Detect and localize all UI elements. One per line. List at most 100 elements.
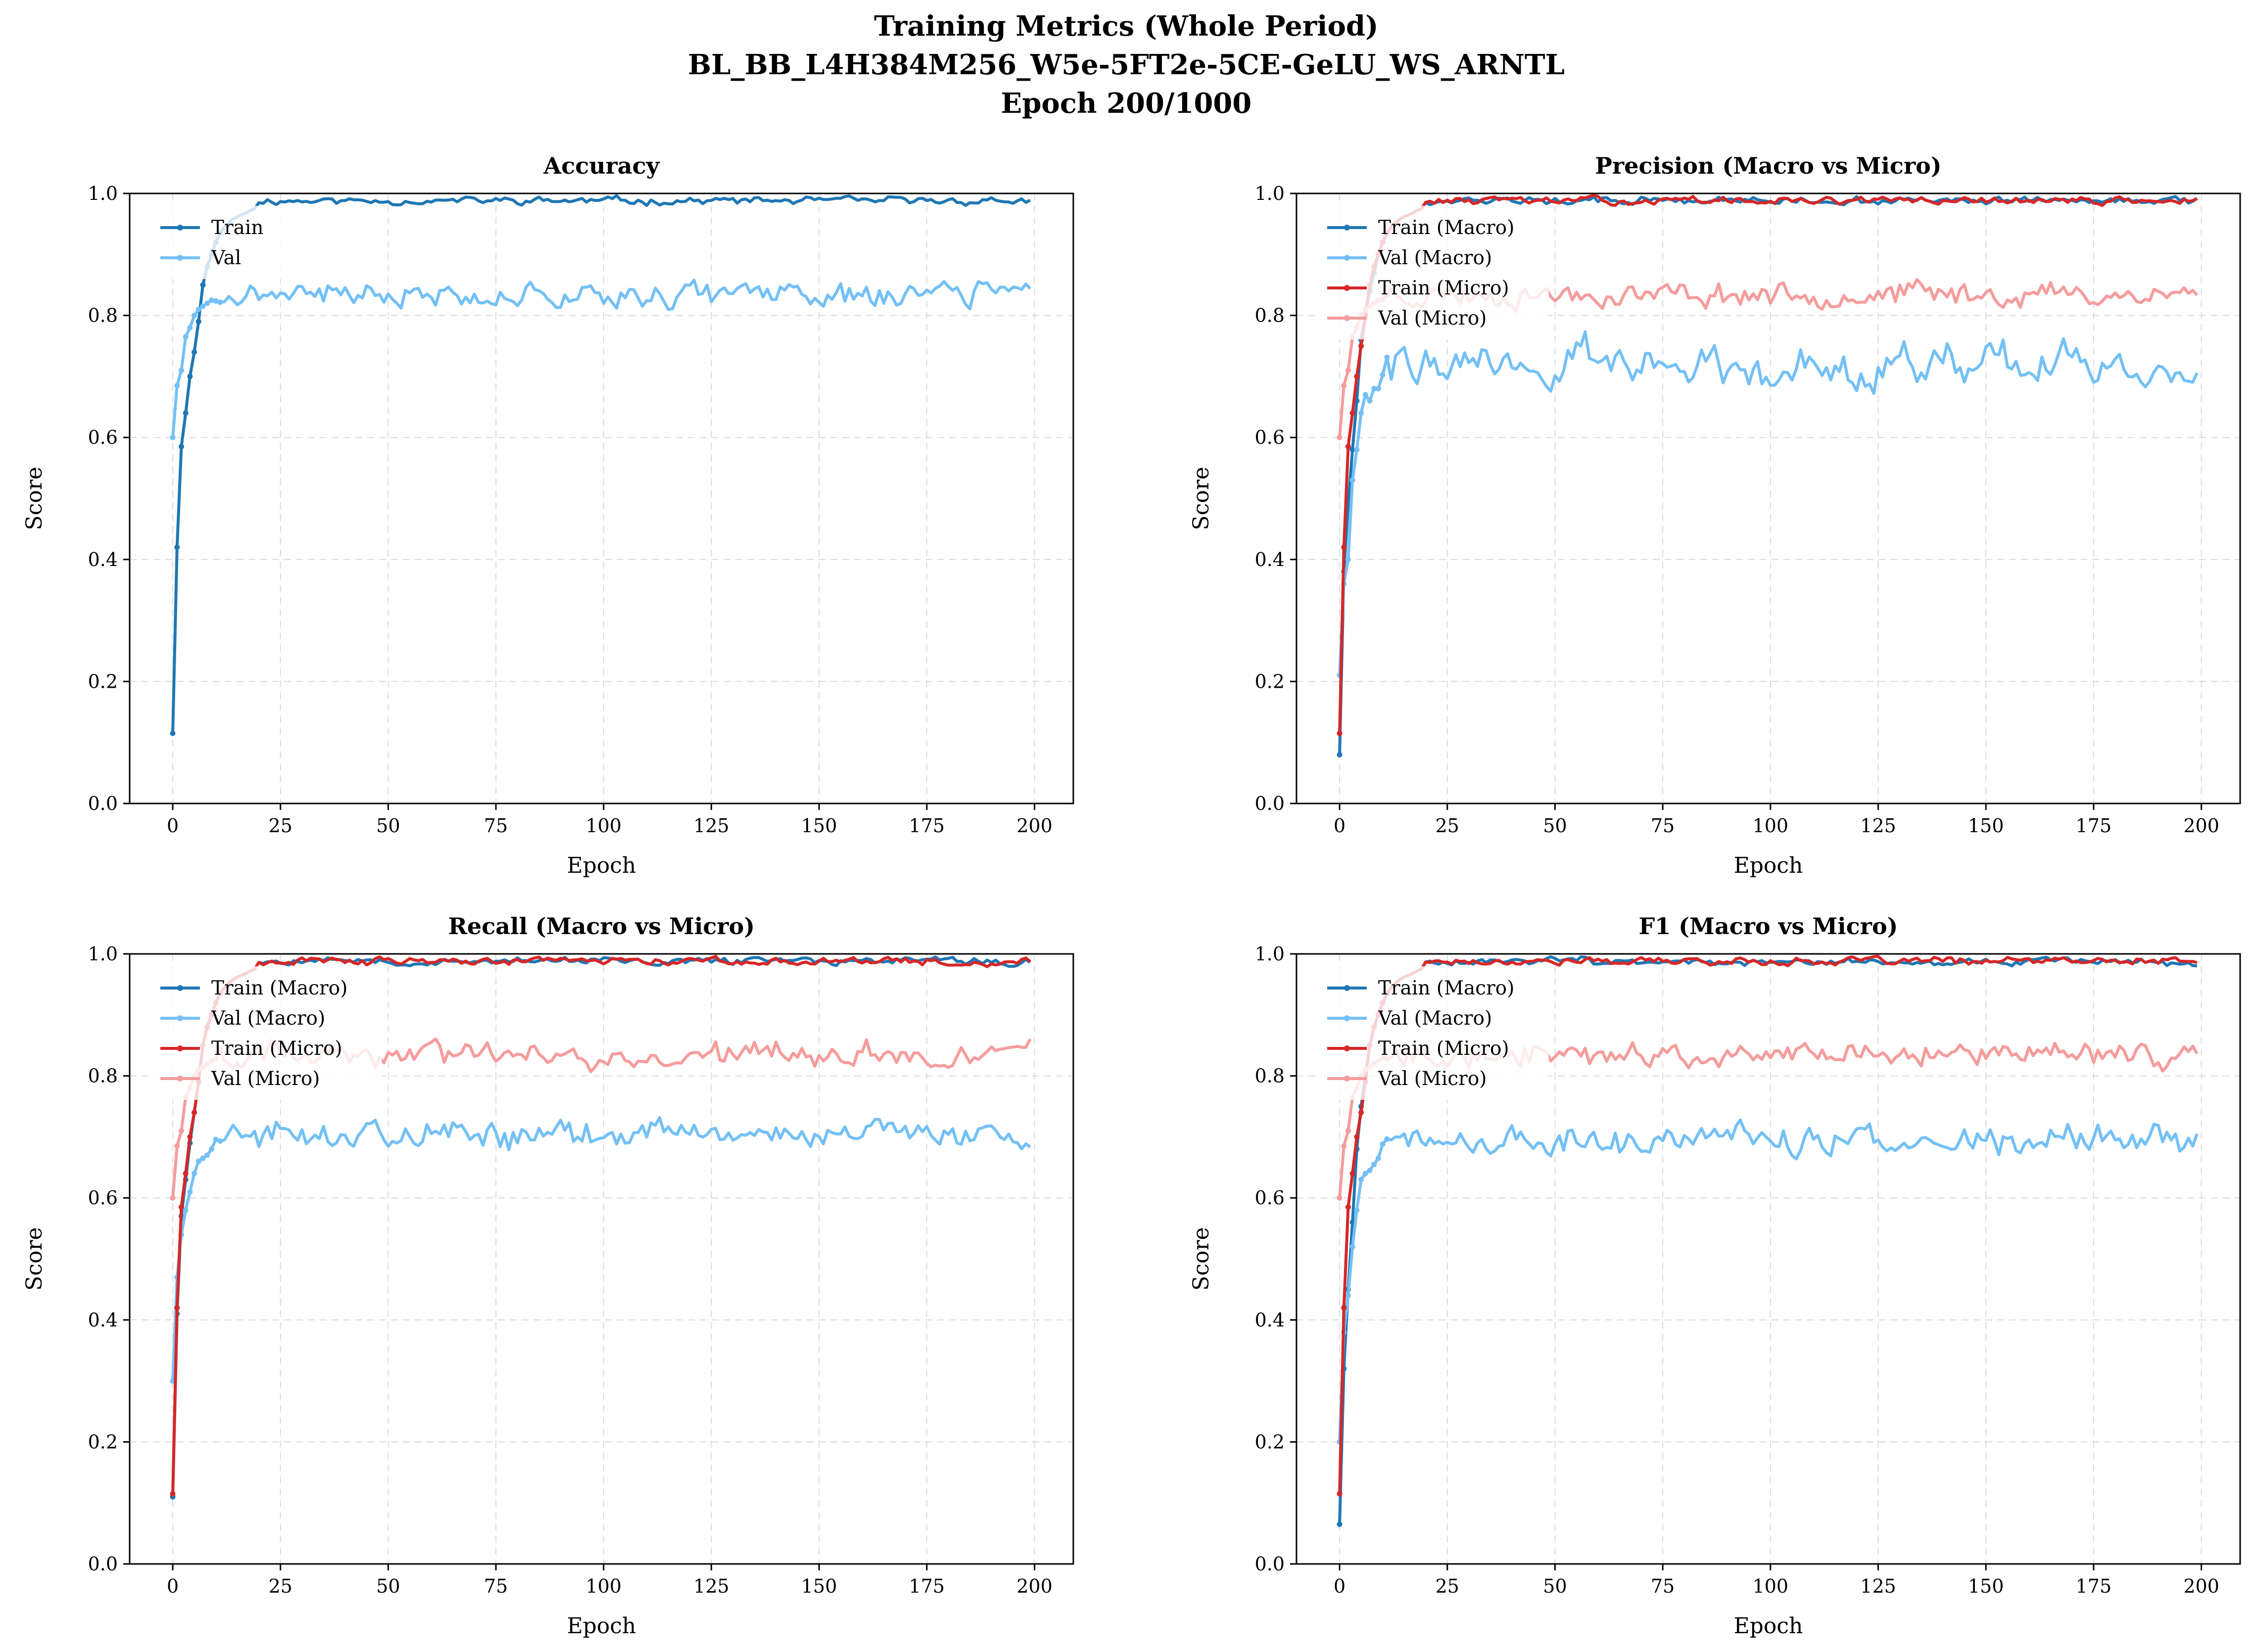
legend-marker xyxy=(177,1015,183,1021)
series-point xyxy=(1341,1305,1347,1311)
x-tick-label: 50 xyxy=(376,1575,400,1597)
x-tick-label: 125 xyxy=(693,815,729,837)
chart-title: Accuracy xyxy=(543,152,660,179)
series-point xyxy=(1371,386,1377,392)
plot-frame xyxy=(1295,953,2241,1565)
plot-frame xyxy=(129,953,1074,1565)
series-point xyxy=(1345,1292,1351,1298)
x-tick-label: 0 xyxy=(167,815,179,837)
x-tick-label: 100 xyxy=(586,815,622,837)
legend-marker xyxy=(1344,985,1350,991)
x-tick-label: 75 xyxy=(484,1575,508,1597)
legend-marker xyxy=(1344,1015,1350,1021)
y-tick-label: 0.6 xyxy=(1255,1187,1285,1209)
y-tick-label: 0.0 xyxy=(88,793,118,814)
series-point xyxy=(1384,1136,1390,1142)
legend-label: Train (Macro) xyxy=(1378,977,1514,999)
x-tick-label: 175 xyxy=(909,1575,945,1597)
series-point xyxy=(213,1136,219,1142)
series-point xyxy=(170,434,176,440)
y-tick-label: 0.8 xyxy=(88,1065,118,1087)
legend: Train Val xyxy=(149,206,288,279)
precision-chart: 0 25 50 75 100 125 150 175 200 0.0 0.2 0.4 0.6 0.8 1.0… xyxy=(1189,152,2241,878)
y-tick-label: 0.6 xyxy=(1255,426,1285,448)
legend-label: Val (Macro) xyxy=(1378,247,1492,269)
series-point xyxy=(1375,386,1381,392)
y-tick-label: 1.0 xyxy=(88,183,118,204)
series-point xyxy=(1341,382,1347,388)
x-tick-label: 150 xyxy=(1968,1575,2004,1597)
legend-box xyxy=(1316,966,1549,1100)
series-line-0 xyxy=(171,194,1031,734)
legend-marker xyxy=(177,985,183,991)
x-tick-label: 25 xyxy=(269,815,292,837)
series-point xyxy=(1337,1491,1342,1497)
f1-chart: 0 25 50 75 100 125 150 175 200 0.0 0.2 0.4 0.6 0.8 1.0… xyxy=(1189,913,2241,1639)
series-point xyxy=(1362,1171,1368,1177)
legend-marker xyxy=(177,225,183,231)
series-line-2 xyxy=(1338,193,2198,734)
y-tick-label: 0.0 xyxy=(88,1553,118,1575)
y-axis-label: Score xyxy=(22,467,47,530)
series-point xyxy=(1341,1143,1347,1149)
figure-title-line-3: Epoch 200/1000 xyxy=(1001,87,1252,120)
series-point xyxy=(217,299,223,305)
x-tick-label: 150 xyxy=(1968,815,2004,837)
legend-marker xyxy=(1344,255,1350,261)
legend-label: Train (Micro) xyxy=(211,1038,342,1060)
legend-label: Val (Macro) xyxy=(1378,1007,1492,1030)
x-tick-label: 25 xyxy=(269,1575,292,1597)
series-point xyxy=(178,1128,184,1134)
series-point xyxy=(192,1171,197,1177)
x-tick-label: 125 xyxy=(693,1575,729,1597)
x-tick-label: 125 xyxy=(1860,1575,1896,1597)
series-line-0 xyxy=(171,955,1031,1497)
series-point xyxy=(1367,398,1373,404)
x-tick-label: 25 xyxy=(1436,1575,1459,1597)
series-point xyxy=(1337,752,1342,757)
x-tick-label: 50 xyxy=(1543,815,1567,837)
x-tick-label: 75 xyxy=(1651,815,1675,837)
series-point xyxy=(1349,1171,1355,1177)
y-tick-label: 0.0 xyxy=(1255,793,1285,814)
series-point xyxy=(1345,1204,1351,1210)
series-point xyxy=(183,1171,189,1177)
x-tick-label: 200 xyxy=(2183,1575,2219,1597)
series-point xyxy=(1337,1521,1342,1527)
y-tick-label: 0.2 xyxy=(88,670,118,692)
y-tick-label: 0.0 xyxy=(1255,1553,1285,1575)
series-point xyxy=(1349,477,1355,483)
y-tick-label: 1.0 xyxy=(88,943,118,965)
series-point xyxy=(1341,544,1347,550)
series-point xyxy=(1345,368,1351,374)
series-point xyxy=(195,1158,201,1164)
y-tick-label: 0.8 xyxy=(1255,305,1285,327)
series-point xyxy=(174,1143,180,1149)
x-tick-label: 0 xyxy=(1334,1575,1345,1597)
series-point xyxy=(192,1110,197,1116)
series-group xyxy=(1337,954,2199,1527)
y-tick-label: 0.6 xyxy=(88,426,118,448)
series-point xyxy=(1358,1177,1364,1182)
x-tick-label: 175 xyxy=(2076,815,2112,837)
x-tick-label: 75 xyxy=(1651,1575,1675,1597)
series-point xyxy=(1349,1244,1355,1250)
series-point xyxy=(1345,1128,1351,1134)
y-tick-label: 0.4 xyxy=(88,1309,118,1331)
y-tick-label: 0.8 xyxy=(88,305,118,327)
x-axis-label: Epoch xyxy=(1734,853,1803,878)
series-line-2 xyxy=(1338,954,2198,1494)
series-point xyxy=(213,298,219,304)
y-tick-label: 0.4 xyxy=(88,549,118,570)
series-point xyxy=(1362,392,1368,398)
x-tick-label: 50 xyxy=(1543,1575,1567,1597)
legend-label: Train (Micro) xyxy=(1378,277,1509,299)
plot-frame xyxy=(1295,192,2241,804)
legend-label: Val (Micro) xyxy=(211,1068,320,1090)
legend: Train (Macro) Val (Macro) Train (Micro) Val… xyxy=(149,966,382,1100)
series-point xyxy=(195,306,201,312)
series-point xyxy=(1349,410,1355,416)
x-tick-label: 100 xyxy=(1753,815,1789,837)
series-line-1 xyxy=(1338,1118,2199,1442)
series-point xyxy=(183,334,189,340)
